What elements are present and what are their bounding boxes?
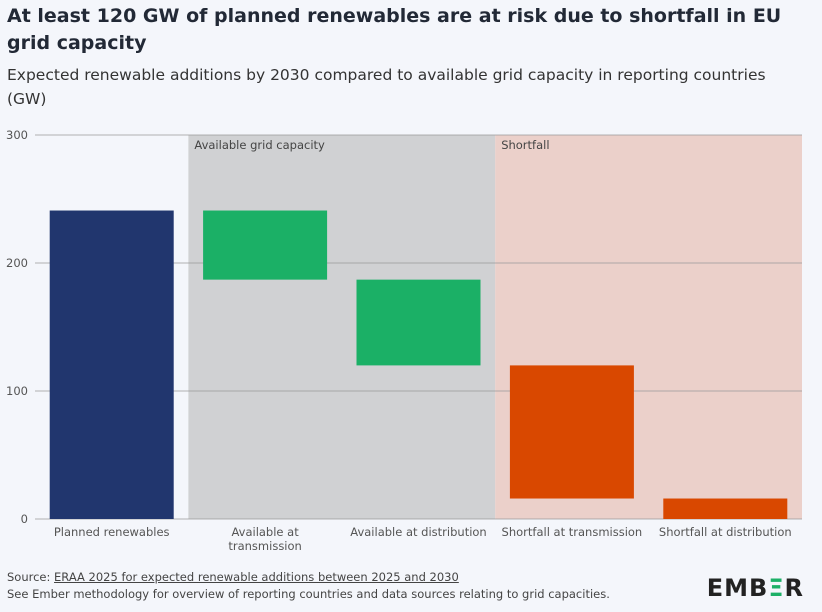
y-tick-label: 300 bbox=[6, 128, 28, 142]
chart-title: At least 120 GW of planned renewables ar… bbox=[7, 5, 782, 54]
source-link[interactable]: ERAA 2025 for expected renewable additio… bbox=[54, 570, 459, 584]
x-tick-label: Shortfall at distribution bbox=[659, 525, 792, 539]
bar-1 bbox=[203, 210, 328, 280]
region-label: Available grid capacity bbox=[194, 138, 325, 152]
x-tick-label: Available at distribution bbox=[350, 525, 486, 539]
x-tick-label: Available at transmission bbox=[228, 525, 301, 553]
y-tick-label: 0 bbox=[21, 512, 28, 526]
bar-2 bbox=[356, 279, 481, 366]
y-tick-label: 200 bbox=[6, 256, 28, 270]
ember-logo: EMBΞR bbox=[706, 574, 804, 602]
bar-4 bbox=[663, 498, 788, 519]
methodology-note: See Ember methodology for overview of re… bbox=[7, 587, 610, 601]
bar-3 bbox=[509, 365, 634, 499]
chart-subtitle: Expected renewable additions by 2030 com… bbox=[7, 66, 766, 108]
x-tick-label: Planned renewables bbox=[54, 525, 170, 539]
x-tick-label: Shortfall at transmission bbox=[502, 525, 643, 539]
region-label: Shortfall bbox=[501, 138, 549, 152]
source-prefix: Source: bbox=[7, 570, 55, 584]
bar-0 bbox=[49, 210, 174, 519]
y-tick-label: 100 bbox=[6, 384, 28, 398]
source-line: Source: ERAA 2025 for expected renewable… bbox=[7, 570, 459, 584]
